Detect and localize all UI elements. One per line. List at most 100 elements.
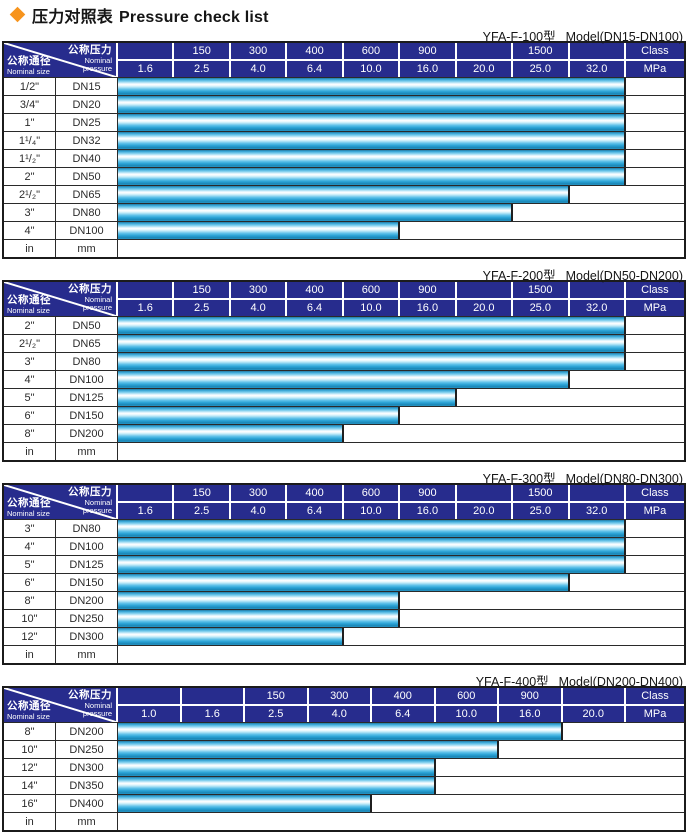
dn-cell: DN150: [56, 407, 118, 424]
table-row: 10" DN250: [4, 740, 684, 758]
class-header-cell: [570, 282, 626, 298]
bar-area: [118, 150, 684, 167]
class-header-cell: 1500: [513, 43, 570, 59]
pressure-range-bar: [118, 741, 499, 758]
table-row: 5" DN125: [4, 555, 684, 573]
dn-cell: DN300: [56, 759, 118, 776]
table-block-4: YFA-F-400型 Model(DN200-DN400) 公称压力 Nominal p…: [2, 669, 686, 832]
size-cell: 8": [4, 425, 56, 442]
mpa-header-cell: 10.0: [344, 503, 401, 519]
dn-cell: DN65: [56, 335, 118, 352]
bar-area: [118, 371, 684, 388]
size-cell: 8": [4, 592, 56, 609]
bar-area: [118, 646, 684, 663]
nominal-pressure-label: 公称压力 Nominal pressure: [68, 283, 112, 312]
pressure-range-bar: [118, 335, 626, 352]
bar-area: [118, 407, 684, 424]
mpa-header-cell: 1.6: [118, 61, 175, 77]
class-header-cell: 150: [174, 485, 231, 501]
class-header-cell: Class: [641, 487, 669, 499]
table-row: 1/2" DN15: [4, 77, 684, 95]
table-model-label: YFA-F-400型: [475, 675, 549, 689]
dn-cell: DN32: [56, 132, 118, 149]
dn-cell: DN200: [56, 592, 118, 609]
diagonal-header-cell: 公称压力 Nominal pressure 公称通径 Nominal size: [4, 485, 118, 519]
class-header-cell: 400: [287, 485, 344, 501]
pressure-range-bar: [118, 96, 626, 113]
nominal-pressure-label: 公称压力 Nominal pressure: [68, 486, 112, 515]
bar-area: [118, 741, 684, 758]
size-cell: 3/4": [4, 96, 56, 113]
dn-cell: DN100: [56, 371, 118, 388]
size-cell: 14": [4, 777, 56, 794]
table-row: 5" DN125: [4, 388, 684, 406]
table-subtitle: YFA-F-300型 Model(DN80-DN300): [2, 466, 686, 486]
dn-cell: DN80: [56, 204, 118, 221]
size-cell: 2": [4, 168, 56, 185]
table-model-range: Model(DN15-DN100): [565, 30, 683, 44]
mpa-header-cell: 1.6: [118, 503, 175, 519]
size-cell: 3": [4, 353, 56, 370]
mpa-header-cell: 20.0: [457, 503, 514, 519]
nominal-pressure-label: 公称压力 Nominal pressure: [68, 44, 112, 73]
bar-area: [118, 592, 684, 609]
class-header-cell: 300: [231, 282, 288, 298]
table-block-1: YFA-F-100型 Model(DN15-DN100) 公称压力 Nominal pr…: [2, 24, 686, 259]
pressure-range-bar: [118, 204, 513, 221]
class-header-row: 150 300 400 600 900 1500 Class: [118, 282, 684, 300]
table-header: 公称压力 Nominal pressure 公称通径 Nominal size 150 30…: [4, 282, 684, 316]
dn-cell: DN20: [56, 96, 118, 113]
pressure-range-bar: [118, 150, 626, 167]
page-title: 压力对照表 Pressure check list: [0, 0, 688, 26]
bar-area: [118, 795, 684, 812]
table-row: 3" DN80: [4, 352, 684, 370]
mpa-header-cell: MPa: [643, 302, 667, 314]
dn-cell: DN250: [56, 610, 118, 627]
pressure-table-1: 公称压力 Nominal pressure 公称通径 Nominal size 150 30…: [2, 41, 686, 259]
dn-cell: DN200: [56, 723, 118, 740]
table-row: 2" DN50: [4, 167, 684, 185]
class-header-cell: [457, 43, 514, 59]
class-header-cell: 150: [174, 43, 231, 59]
table-row: in mm: [4, 812, 684, 830]
size-cell: 12": [4, 759, 56, 776]
dn-cell: DN350: [56, 777, 118, 794]
dn-cell: DN40: [56, 150, 118, 167]
class-header-cell: Class: [641, 45, 669, 57]
size-cell: 6": [4, 574, 56, 591]
pressure-range-bar: [118, 222, 400, 239]
dn-cell: mm: [56, 443, 118, 460]
pressure-range-bar: [118, 389, 457, 406]
mpa-header-cell: 4.0: [231, 300, 288, 316]
pressure-table-2: 公称压力 Nominal pressure 公称通径 Nominal size 150 30…: [2, 280, 686, 462]
diagonal-line-icon: [4, 43, 116, 77]
size-cell: 4": [4, 538, 56, 555]
title-diamond-icon: [9, 6, 26, 23]
mpa-header-cell: 2.5: [174, 61, 231, 77]
table-row: 3" DN80: [4, 203, 684, 221]
class-header-cell: 900: [499, 688, 563, 704]
nominal-size-label: 公称通径 Nominal size: [7, 700, 51, 721]
bar-area: [118, 813, 684, 830]
pressure-range-bar: [118, 777, 436, 794]
mpa-header-cell: 6.4: [287, 503, 344, 519]
mpa-header-cell: MPa: [643, 505, 667, 517]
size-cell: 5": [4, 389, 56, 406]
class-header-cell: Class: [641, 690, 669, 702]
table-body: 8" DN200 10" DN250 12" DN300 14" DN350 16" DN400 i…: [4, 722, 684, 830]
class-header-cell: [118, 282, 175, 298]
class-header-cell: 300: [231, 485, 288, 501]
pressure-range-bar: [118, 538, 626, 555]
pressure-range-bar: [118, 317, 626, 334]
class-header-cell: 1500: [513, 282, 570, 298]
size-cell: 2¹/₂": [4, 335, 56, 352]
nominal-size-label: 公称通径 Nominal size: [7, 55, 51, 76]
class-header-cell: 900: [400, 485, 457, 501]
size-cell: 5": [4, 556, 56, 573]
dn-cell: DN50: [56, 168, 118, 185]
table-row: 8" DN200: [4, 424, 684, 442]
mpa-header-cell: 20.0: [563, 706, 626, 722]
mpa-header-cell: 10.0: [344, 61, 401, 77]
mpa-header-cell: 16.0: [400, 61, 457, 77]
table-row: 8" DN200: [4, 722, 684, 740]
